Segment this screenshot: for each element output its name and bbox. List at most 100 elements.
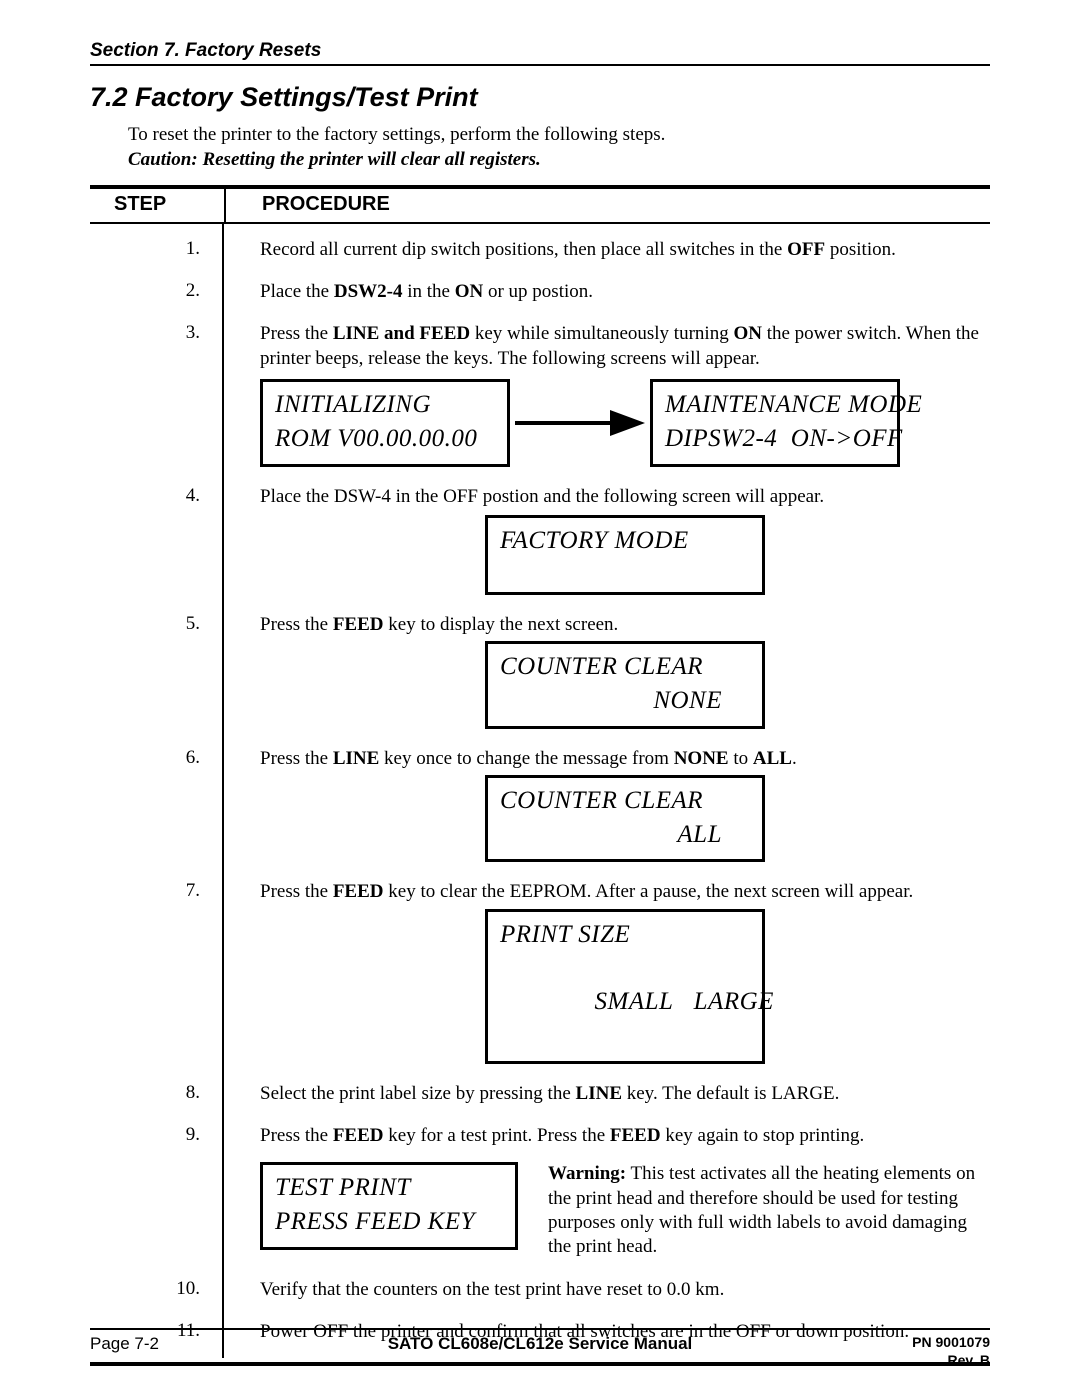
table-row: 6. Press the LINE key once to change the… — [90, 739, 990, 873]
lcd-line: PRESS FEED KEY — [275, 1205, 503, 1239]
text-fragment: Press the — [260, 1125, 333, 1146]
text-fragment: to — [729, 748, 753, 769]
lcd-screen-test-print: TEST PRINT PRESS FEED KEY — [260, 1162, 518, 1250]
text-bold: FEED — [610, 1125, 661, 1146]
text-fragment: key to display the next screen. — [384, 614, 619, 635]
step-text: Press the FEED key to clear the EEPROM. … — [224, 872, 990, 1073]
caution-text: Caution: Resetting the printer will clea… — [128, 149, 990, 171]
lcd-screen-print-size: PRINT SIZE SMALL LARGE — [485, 909, 765, 1064]
step-text: Select the print label size by pressing … — [224, 1074, 990, 1116]
lcd-line: COUNTER CLEAR — [500, 650, 722, 684]
step-text: Record all current dip switch positions,… — [224, 224, 990, 272]
table-row: 2. Place the DSW2-4 in the ON or up post… — [90, 272, 990, 314]
table-row: 5. Press the FEED key to display the nex… — [90, 605, 990, 739]
step-number: 4. — [90, 477, 224, 605]
warning-text: Warning: This test activates all the hea… — [548, 1162, 990, 1259]
lcd-line: ROM V00.00.00.00 — [275, 422, 495, 456]
page-title: 7.2 Factory Settings/Test Print — [90, 82, 990, 113]
lcd-screen-counter-all: COUNTER CLEAR ALL — [485, 775, 765, 863]
lcd-line: COUNTER CLEAR — [500, 784, 722, 818]
text-bold: ON — [455, 281, 484, 302]
lcd-line: NONE — [500, 684, 722, 718]
text-bold: OFF — [787, 239, 825, 260]
table-row: 9. Press the FEED key for a test print. … — [90, 1116, 990, 1270]
step-text: Verify that the counters on the test pri… — [224, 1270, 990, 1312]
table-row: 1. Record all current dip switch positio… — [90, 224, 990, 272]
lcd-line: SMALL LARGE — [500, 952, 750, 1053]
text-bold: FEED — [333, 1125, 384, 1146]
lcd-line: FACTORY MODE — [500, 524, 750, 558]
step-number: 2. — [90, 272, 224, 314]
lcd-screen-maintenance: MAINTENANCE MODE DIPSW2-4 ON->OFF — [650, 379, 900, 467]
page-footer: Page 7-2 SATO CL608e/CL612e Service Manu… — [90, 1328, 990, 1369]
table-row: 8. Select the print label size by pressi… — [90, 1074, 990, 1116]
text-fragment: key again to stop printing. — [661, 1125, 865, 1146]
step-text: Press the FEED key for a test print. Pre… — [224, 1116, 990, 1270]
table-row: 10. Verify that the counters on the test… — [90, 1270, 990, 1312]
text-fragment: Press the — [260, 323, 333, 344]
step-text: Press the FEED key to display the next s… — [224, 605, 990, 739]
text-fragment: key to clear the EEPROM. After a pause, … — [384, 881, 914, 902]
table-row: 4. Place the DSW-4 in the OFF postion an… — [90, 477, 990, 605]
text-fragment: Press the — [260, 614, 333, 635]
text-bold: LINE — [576, 1083, 622, 1104]
text-fragment: key. The default is LARGE. — [622, 1083, 839, 1104]
lcd-line: DIPSW2-4 ON->OFF — [665, 422, 885, 456]
lcd-word: SMALL — [595, 988, 674, 1015]
step-text: Press the LINE key once to change the me… — [224, 739, 990, 873]
lcd-line: INITIALIZING — [275, 388, 495, 422]
procedure-table: STEP PROCEDURE 1. Record all current dip… — [90, 185, 990, 1367]
text-bold: FEED — [333, 614, 384, 635]
text-bold: NONE — [674, 748, 729, 769]
table-header-row: STEP PROCEDURE — [90, 189, 990, 224]
text-bold: LINE and FEED — [333, 323, 470, 344]
warning-label: Warning: — [548, 1163, 626, 1184]
step-number: 7. — [90, 872, 224, 1073]
col-header-procedure: PROCEDURE — [226, 189, 990, 222]
footer-page-number: Page 7-2 — [90, 1334, 270, 1354]
lcd-line: MAINTENANCE MODE — [665, 388, 885, 422]
lcd-line: TEST PRINT — [275, 1171, 503, 1205]
arrow-icon — [510, 408, 650, 438]
step-text: Place the DSW2-4 in the ON or up postion… — [224, 272, 990, 314]
lcd-screen-factory: FACTORY MODE — [485, 515, 765, 595]
text-fragment: or up postion. — [483, 281, 593, 302]
lcd-line: PRINT SIZE — [500, 918, 750, 952]
footer-rev: Rev. B — [810, 1352, 990, 1370]
step-number: 1. — [90, 224, 224, 272]
text-bold: ALL — [753, 748, 792, 769]
text-bold: DSW2-4 — [334, 281, 403, 302]
text-bold: LINE — [333, 748, 379, 769]
step-number: 9. — [90, 1116, 224, 1270]
page: Section 7. Factory Resets 7.2 Factory Se… — [0, 0, 1080, 1397]
text-fragment: Press the — [260, 748, 333, 769]
footer-manual-title: SATO CL608e/CL612e Service Manual — [270, 1334, 810, 1354]
step-number: 5. — [90, 605, 224, 739]
section-header: Section 7. Factory Resets — [90, 40, 990, 66]
text-fragment: Press the — [260, 881, 333, 902]
step-text: Press the LINE and FEED key while simult… — [224, 314, 990, 476]
text-fragment: position. — [825, 239, 896, 260]
text-fragment: Record all current dip switch positions,… — [260, 239, 787, 260]
text-bold: ON — [733, 323, 762, 344]
step-number: 8. — [90, 1074, 224, 1116]
text-fragment: . — [792, 748, 797, 769]
table-row: 3. Press the LINE and FEED key while sim… — [90, 314, 990, 476]
text-fragment: Select the print label size by pressing … — [260, 1083, 576, 1104]
text-fragment: Place the — [260, 281, 334, 302]
step-number: 10. — [90, 1270, 224, 1312]
footer-part-number: PN 9001079 Rev. B — [810, 1334, 990, 1369]
step-number: 3. — [90, 314, 224, 476]
text-fragment: key once to change the message from — [379, 748, 673, 769]
lcd-screen-counter-none: COUNTER CLEAR NONE — [485, 641, 765, 729]
text-bold: FEED — [333, 881, 384, 902]
footer-pn: PN 9001079 — [810, 1334, 990, 1352]
text-fragment: key while simultaneously turning — [470, 323, 733, 344]
lcd-pair: INITIALIZING ROM V00.00.00.00 MAINTENANC… — [260, 379, 990, 467]
text-fragment: in the — [402, 281, 454, 302]
step-text: Place the DSW-4 in the OFF postion and t… — [224, 477, 990, 605]
lcd-line: ALL — [500, 818, 722, 852]
lcd-screen-initializing: INITIALIZING ROM V00.00.00.00 — [260, 379, 510, 467]
text-fragment: Place the DSW-4 in the OFF postion and t… — [260, 486, 824, 507]
lcd-word: LARGE — [694, 988, 774, 1015]
